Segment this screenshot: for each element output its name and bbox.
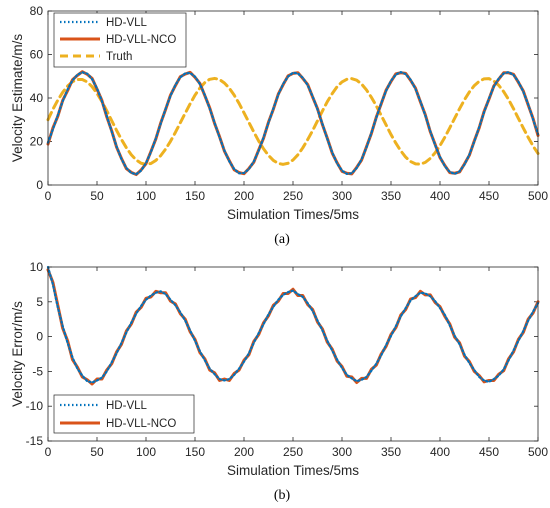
y-tick-label-b-4: 5 xyxy=(36,295,43,309)
x-tick-label-b-6: 300 xyxy=(332,445,352,459)
caption-a: (a) xyxy=(274,232,290,247)
x-tick-label-a-1: 50 xyxy=(90,189,104,203)
y-tick-label-a-1: 20 xyxy=(30,135,44,149)
caption-b: (b) xyxy=(274,488,291,503)
axes-box-a xyxy=(47,10,539,186)
x-tick-label-b-3: 150 xyxy=(185,445,205,459)
legend-box-b xyxy=(53,394,195,434)
x-tick-label-b-9: 450 xyxy=(479,445,499,459)
panel-b-velocity-error: 0 50 100 150 200 250 300 350 400 450 500 -15 -10 -5 0 5… xyxy=(10,260,548,503)
y-tick-label-a-2: 40 xyxy=(30,91,44,105)
x-tick-label-a-0: 0 xyxy=(45,189,52,203)
y-tick-label-a-4: 80 xyxy=(30,4,44,18)
x-tick-label-a-2: 100 xyxy=(136,189,156,203)
x-tick-label-b-10: 500 xyxy=(528,445,548,459)
x-tick-label-b-7: 350 xyxy=(381,445,401,459)
axes-box-b xyxy=(47,266,539,442)
x-tick-label-a-9: 450 xyxy=(479,189,499,203)
y-tick-label-b-2: -5 xyxy=(32,364,43,378)
x-tick-label-b-4: 200 xyxy=(234,445,254,459)
legend-label-hd-vll-nco-a: HD-VLL-NCO xyxy=(106,34,176,46)
x-tick-label-b-2: 100 xyxy=(136,445,156,459)
y-tick-label-b-0: -15 xyxy=(26,434,44,448)
x-tick-label-b-1: 50 xyxy=(90,445,104,459)
legend-label-hd-vll-nco-b: HD-VLL-NCO xyxy=(106,418,176,430)
x-tick-label-a-6: 300 xyxy=(332,189,352,203)
x-tick-label-a-3: 150 xyxy=(185,189,205,203)
x-axis-label-a: Simulation Times/5ms xyxy=(227,207,359,222)
legend-label-truth-a: Truth xyxy=(106,51,132,63)
series-line-b-hd-vll xyxy=(46,265,540,384)
y-tick-label-a-0: 0 xyxy=(36,178,43,192)
x-tick-label-a-8: 400 xyxy=(430,189,450,203)
y-axis-label-a: Velocity Estimate/m/s xyxy=(10,34,25,163)
series-line-a-hd-vll xyxy=(46,71,540,176)
x-tick-label-a-7: 350 xyxy=(381,189,401,203)
series-b xyxy=(46,265,540,386)
y-tick-label-b-1: -10 xyxy=(26,399,44,413)
x-tick-label-a-10: 500 xyxy=(528,189,548,203)
y-tick-label-b-5: 10 xyxy=(30,260,44,274)
x-axis-label-b: Simulation Times/5ms xyxy=(227,463,359,478)
x-tick-label-b-5: 250 xyxy=(283,445,303,459)
legend-label-hd-vll-b: HD-VLL xyxy=(106,400,148,412)
legend-label-hd-vll-a: HD-VLL xyxy=(106,17,148,29)
series-line-a-truth xyxy=(46,76,540,166)
x-tick-label-b-0: 0 xyxy=(45,445,52,459)
legend-a: HD-VLL HD-VLL-NCO Truth xyxy=(53,12,187,68)
y-axis-label-b: Velocity Error/m/s xyxy=(10,301,25,407)
ticks-b: 0 50 100 150 200 250 300 350 400 450 500 -15 -10 -5 0 5… xyxy=(26,260,549,459)
x-tick-label-a-4: 200 xyxy=(234,189,254,203)
panel-a-velocity-estimate: 0 50 100 150 200 250 300 350 400 450 500020406080 … xyxy=(10,4,548,247)
series-a xyxy=(46,70,540,177)
legend-b: HD-VLL HD-VLL-NCO xyxy=(53,394,195,434)
x-tick-label-a-5: 250 xyxy=(283,189,303,203)
ticks-a: 0 50 100 150 200 250 300 350 400 450 500 0 20 40 60 80 xyxy=(30,4,549,203)
y-tick-label-a-3: 60 xyxy=(30,48,44,62)
x-tick-label-b-8: 400 xyxy=(430,445,450,459)
y-tick-label-b-3: 0 xyxy=(36,330,43,344)
